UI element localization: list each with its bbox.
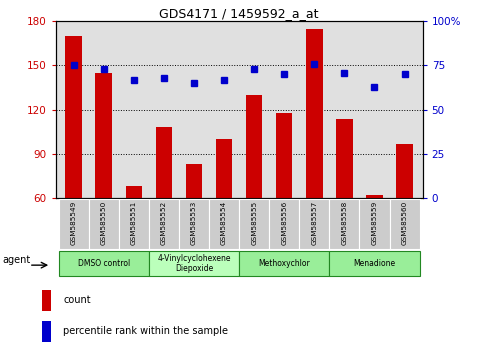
Bar xyxy=(126,187,142,198)
FancyBboxPatch shape xyxy=(269,199,299,249)
FancyBboxPatch shape xyxy=(149,251,239,276)
Text: Menadione: Menadione xyxy=(354,259,396,268)
Text: GSM585551: GSM585551 xyxy=(131,201,137,245)
Bar xyxy=(156,127,172,198)
Text: GSM585558: GSM585558 xyxy=(341,201,347,245)
Bar xyxy=(42,290,51,311)
Text: 4-Vinylcyclohexene
Diepoxide: 4-Vinylcyclohexene Diepoxide xyxy=(157,254,231,273)
Text: DMSO control: DMSO control xyxy=(78,259,130,268)
FancyBboxPatch shape xyxy=(329,251,420,276)
Text: GSM585556: GSM585556 xyxy=(281,201,287,245)
Text: GSM585550: GSM585550 xyxy=(100,201,107,245)
Bar xyxy=(366,195,383,198)
Bar xyxy=(336,119,353,198)
FancyBboxPatch shape xyxy=(89,199,119,249)
Text: GSM585549: GSM585549 xyxy=(71,201,77,245)
Text: agent: agent xyxy=(3,255,31,266)
FancyBboxPatch shape xyxy=(119,199,149,249)
Title: GDS4171 / 1459592_a_at: GDS4171 / 1459592_a_at xyxy=(159,7,319,20)
Text: GSM585557: GSM585557 xyxy=(312,201,317,245)
FancyBboxPatch shape xyxy=(389,199,420,249)
Bar xyxy=(65,36,82,198)
FancyBboxPatch shape xyxy=(179,199,209,249)
Bar xyxy=(42,321,51,342)
Text: GSM585554: GSM585554 xyxy=(221,201,227,245)
FancyBboxPatch shape xyxy=(299,199,329,249)
Text: percentile rank within the sample: percentile rank within the sample xyxy=(63,326,228,336)
Bar xyxy=(185,164,202,198)
Bar xyxy=(396,144,413,198)
Bar xyxy=(216,139,232,198)
FancyBboxPatch shape xyxy=(239,199,269,249)
FancyBboxPatch shape xyxy=(209,199,239,249)
Text: GSM585559: GSM585559 xyxy=(371,201,378,245)
Bar xyxy=(96,73,112,198)
Bar xyxy=(306,29,323,198)
Text: GSM585560: GSM585560 xyxy=(401,201,408,245)
FancyBboxPatch shape xyxy=(359,199,389,249)
Bar xyxy=(246,95,262,198)
Text: GSM585552: GSM585552 xyxy=(161,201,167,245)
Text: GSM585553: GSM585553 xyxy=(191,201,197,245)
FancyBboxPatch shape xyxy=(149,199,179,249)
Bar xyxy=(276,113,293,198)
FancyBboxPatch shape xyxy=(58,251,149,276)
Text: Methoxychlor: Methoxychlor xyxy=(258,259,310,268)
FancyBboxPatch shape xyxy=(58,199,89,249)
FancyBboxPatch shape xyxy=(239,251,329,276)
Text: count: count xyxy=(63,295,91,305)
Text: GSM585555: GSM585555 xyxy=(251,201,257,245)
FancyBboxPatch shape xyxy=(329,199,359,249)
